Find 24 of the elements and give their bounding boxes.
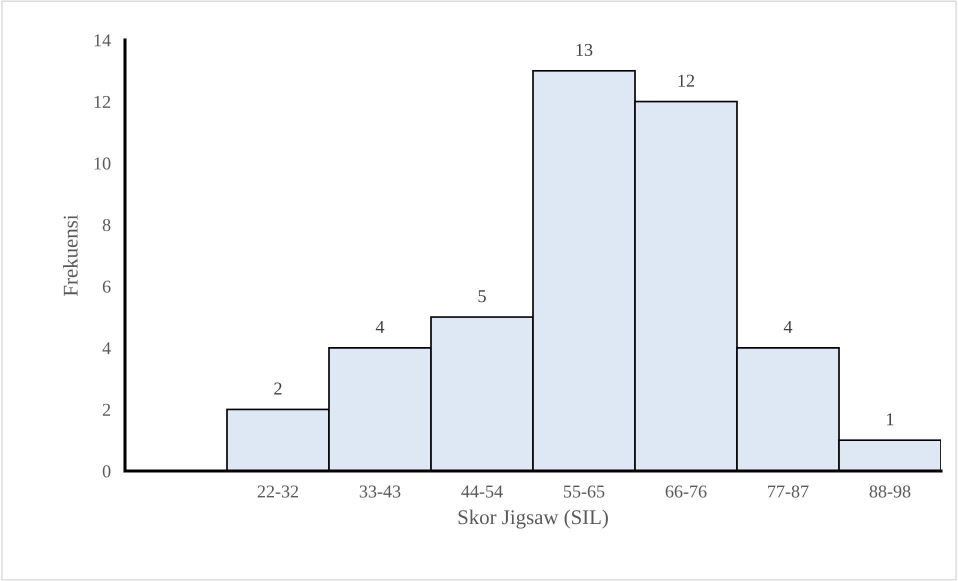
data-label: 4 — [784, 321, 792, 333]
y-tick-label: 14 — [94, 34, 111, 46]
x-axis-title: Skor Jigsaw (SIL) — [458, 510, 608, 529]
x-tick-label: 44-54 — [461, 486, 503, 498]
x-tick-label: 66-76 — [666, 485, 707, 498]
data-label: 2 — [274, 382, 282, 394]
y-tick-label: 12 — [94, 96, 110, 108]
y-tick-label: 0 — [102, 465, 110, 478]
x-tick-label: 22-32 — [258, 485, 298, 498]
data-label: 1 — [887, 413, 894, 426]
data-label: 5 — [478, 290, 486, 302]
y-tick-label: 8 — [102, 218, 110, 232]
x-tick-label: 33-43 — [360, 485, 400, 498]
y-tick-label: 6 — [102, 280, 111, 293]
x-tick-label: 55-65 — [564, 485, 604, 498]
x-tick-label: 88-98 — [870, 485, 910, 498]
y-axis-title: Frekuensi — [63, 214, 78, 296]
y-tick-label: 2 — [102, 404, 110, 416]
data-label: 12 — [678, 74, 694, 87]
data-label: 13 — [576, 44, 592, 56]
x-tick-label: 77-87 — [768, 485, 809, 498]
data-label: 4 — [376, 321, 384, 333]
y-tick-label: 10 — [94, 157, 110, 170]
y-tick-label: 4 — [102, 342, 111, 354]
